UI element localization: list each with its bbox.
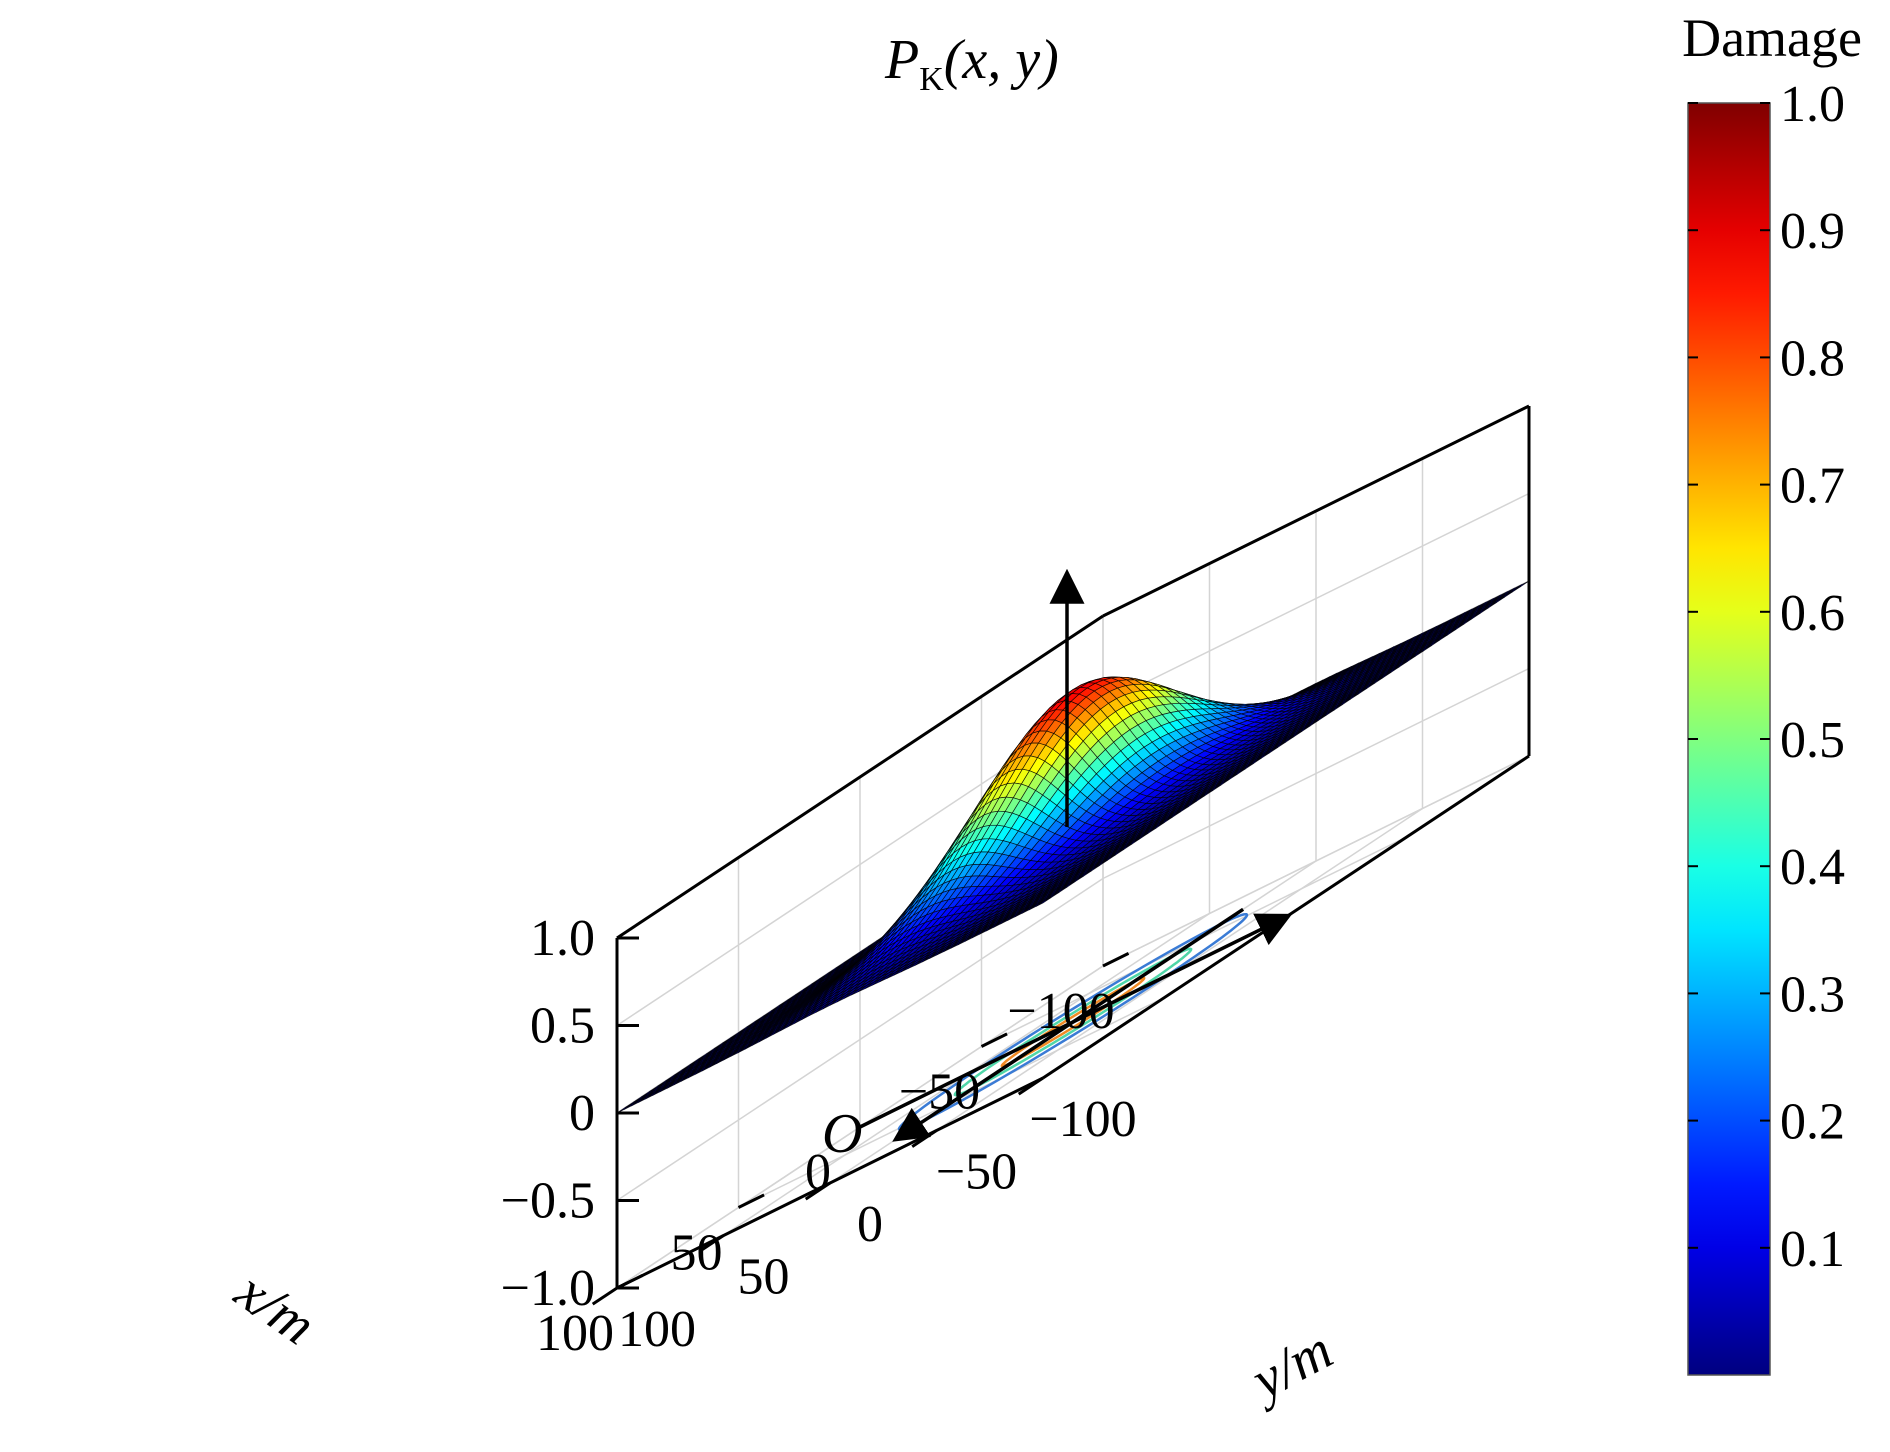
wall-grid-z (616, 877, 1104, 1202)
y-tick-mark (698, 1234, 725, 1253)
x-tick-mark (737, 1193, 765, 1209)
y-tick-mark (591, 1286, 618, 1306)
x-tick-mark (980, 1032, 1008, 1048)
colorbar-tick-label: 0.8 (1780, 330, 1845, 387)
wall-grid-z (1102, 492, 1530, 705)
z-tick-label: −1.0 (501, 1260, 595, 1317)
y-tick-mark (804, 1181, 831, 1201)
y-axis-label: y/m (1238, 1319, 1343, 1414)
colorbar-tick-label: 0.2 (1780, 1094, 1845, 1151)
z-tick-label: 0.5 (530, 998, 595, 1055)
x-tick-mark (616, 1274, 644, 1290)
z-tick-label: 0 (569, 1085, 595, 1142)
y-axis-arrow (859, 913, 1293, 1129)
x-tick-mark (859, 1113, 887, 1129)
colorbar: Damage 0.1 0.2 0.3 0.4 0.5 0.6 0.7 0.8 0.9 1.0 (1682, 8, 1862, 1376)
z-tick-label: −0.5 (501, 1173, 595, 1230)
x-tick-label: −100 (1007, 983, 1114, 1040)
floor-axes-layer (859, 907, 1293, 1142)
box-edge-top-right (1102, 404, 1530, 618)
y-tick-label: −100 (1029, 1091, 1136, 1148)
surface-face (1035, 897, 1052, 907)
z-axis-label-main: P (884, 29, 919, 91)
x-tick-label: 100 (536, 1305, 614, 1362)
box-edge-top-left (616, 614, 1104, 940)
x-axis-label: x/m (224, 1259, 327, 1357)
y-tick-mark (911, 1129, 938, 1148)
colorbar-tick-label: 0.3 (1780, 966, 1845, 1023)
colorbar-tick-label: 0.7 (1780, 458, 1845, 515)
x-tick-label: −50 (899, 1064, 980, 1121)
y-tick-label: 100 (618, 1301, 696, 1358)
colorbar-gradient (1687, 102, 1771, 1376)
colorbar-ticks: 0.1 0.2 0.3 0.4 0.5 0.6 0.7 0.8 0.9 1.0 (1688, 76, 1845, 1278)
colorbar-tick-label: 0.5 (1780, 712, 1845, 769)
y-tick-label: 0 (857, 1196, 883, 1253)
y-tick-label: 50 (738, 1249, 790, 1306)
colorbar-tick-label: 0.6 (1780, 585, 1845, 642)
x-tick-mark (1102, 952, 1130, 968)
origin-label: O (822, 1103, 862, 1165)
colorbar-tick-label: 0.1 (1780, 1221, 1845, 1278)
y-tick-mark (1017, 1076, 1044, 1096)
z-tick-label: 1.0 (530, 910, 595, 967)
wall-grid-z (1102, 667, 1530, 880)
z-axis-label-args: (x, y) (944, 29, 1059, 91)
surface-layer (616, 580, 1530, 1114)
z-axis-label: PK(x, y) (884, 29, 1059, 98)
colorbar-tick-label: 0.4 (1780, 839, 1845, 896)
colorbar-tick-label: 0.9 (1780, 203, 1845, 260)
x-tick-label: 50 (671, 1225, 723, 1282)
wall-grid-z (1102, 755, 1530, 967)
box-edge-front-right (1042, 754, 1530, 1080)
colorbar-title: Damage (1682, 8, 1862, 68)
z-axis-label-subscript: K (919, 61, 944, 98)
y-tick-label: −50 (936, 1144, 1017, 1201)
colorbar-tick-label: 1.0 (1780, 76, 1845, 133)
